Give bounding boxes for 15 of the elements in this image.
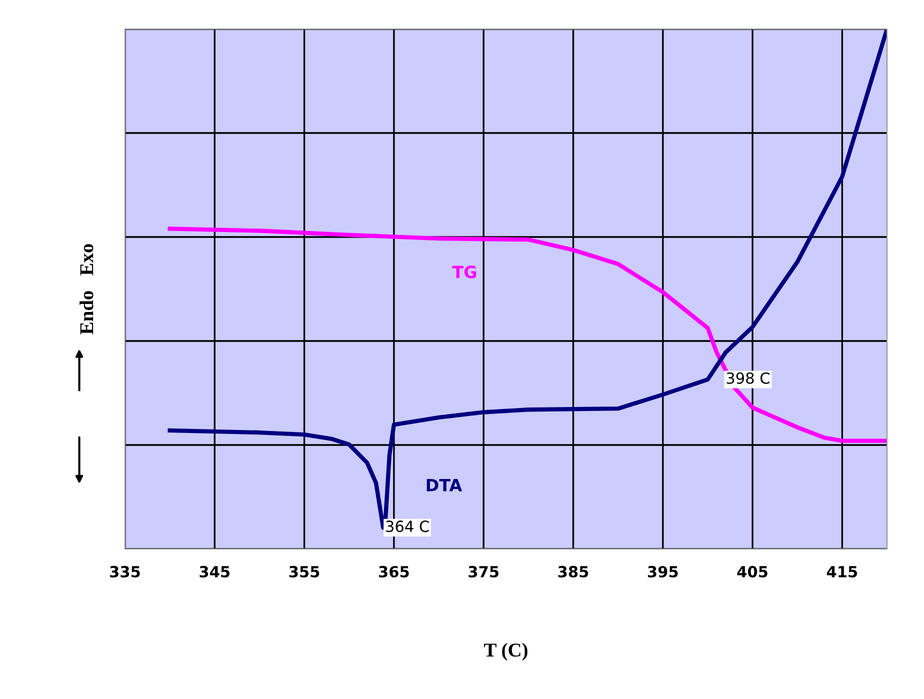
x-axis-title: T (C) [484, 642, 528, 661]
x-tick-label: 345 [200, 566, 230, 578]
x-tick-label: 395 [648, 566, 678, 578]
x-tick-label: 385 [558, 566, 588, 578]
x-tick-label: 365 [379, 566, 409, 578]
y-axis-title: Endo Exo [80, 244, 94, 334]
annotation: 398 C [726, 372, 770, 384]
x-tick-label: 415 [826, 566, 858, 578]
annotation: 364 C [386, 520, 429, 532]
x-tick-label: 405 [737, 566, 768, 578]
x-tick-label: 375 [468, 566, 498, 578]
x-tick-label: 355 [289, 566, 320, 578]
text: DTA [426, 479, 462, 492]
series-label: TG [452, 266, 476, 278]
x-tick-label: 335 [110, 566, 140, 578]
